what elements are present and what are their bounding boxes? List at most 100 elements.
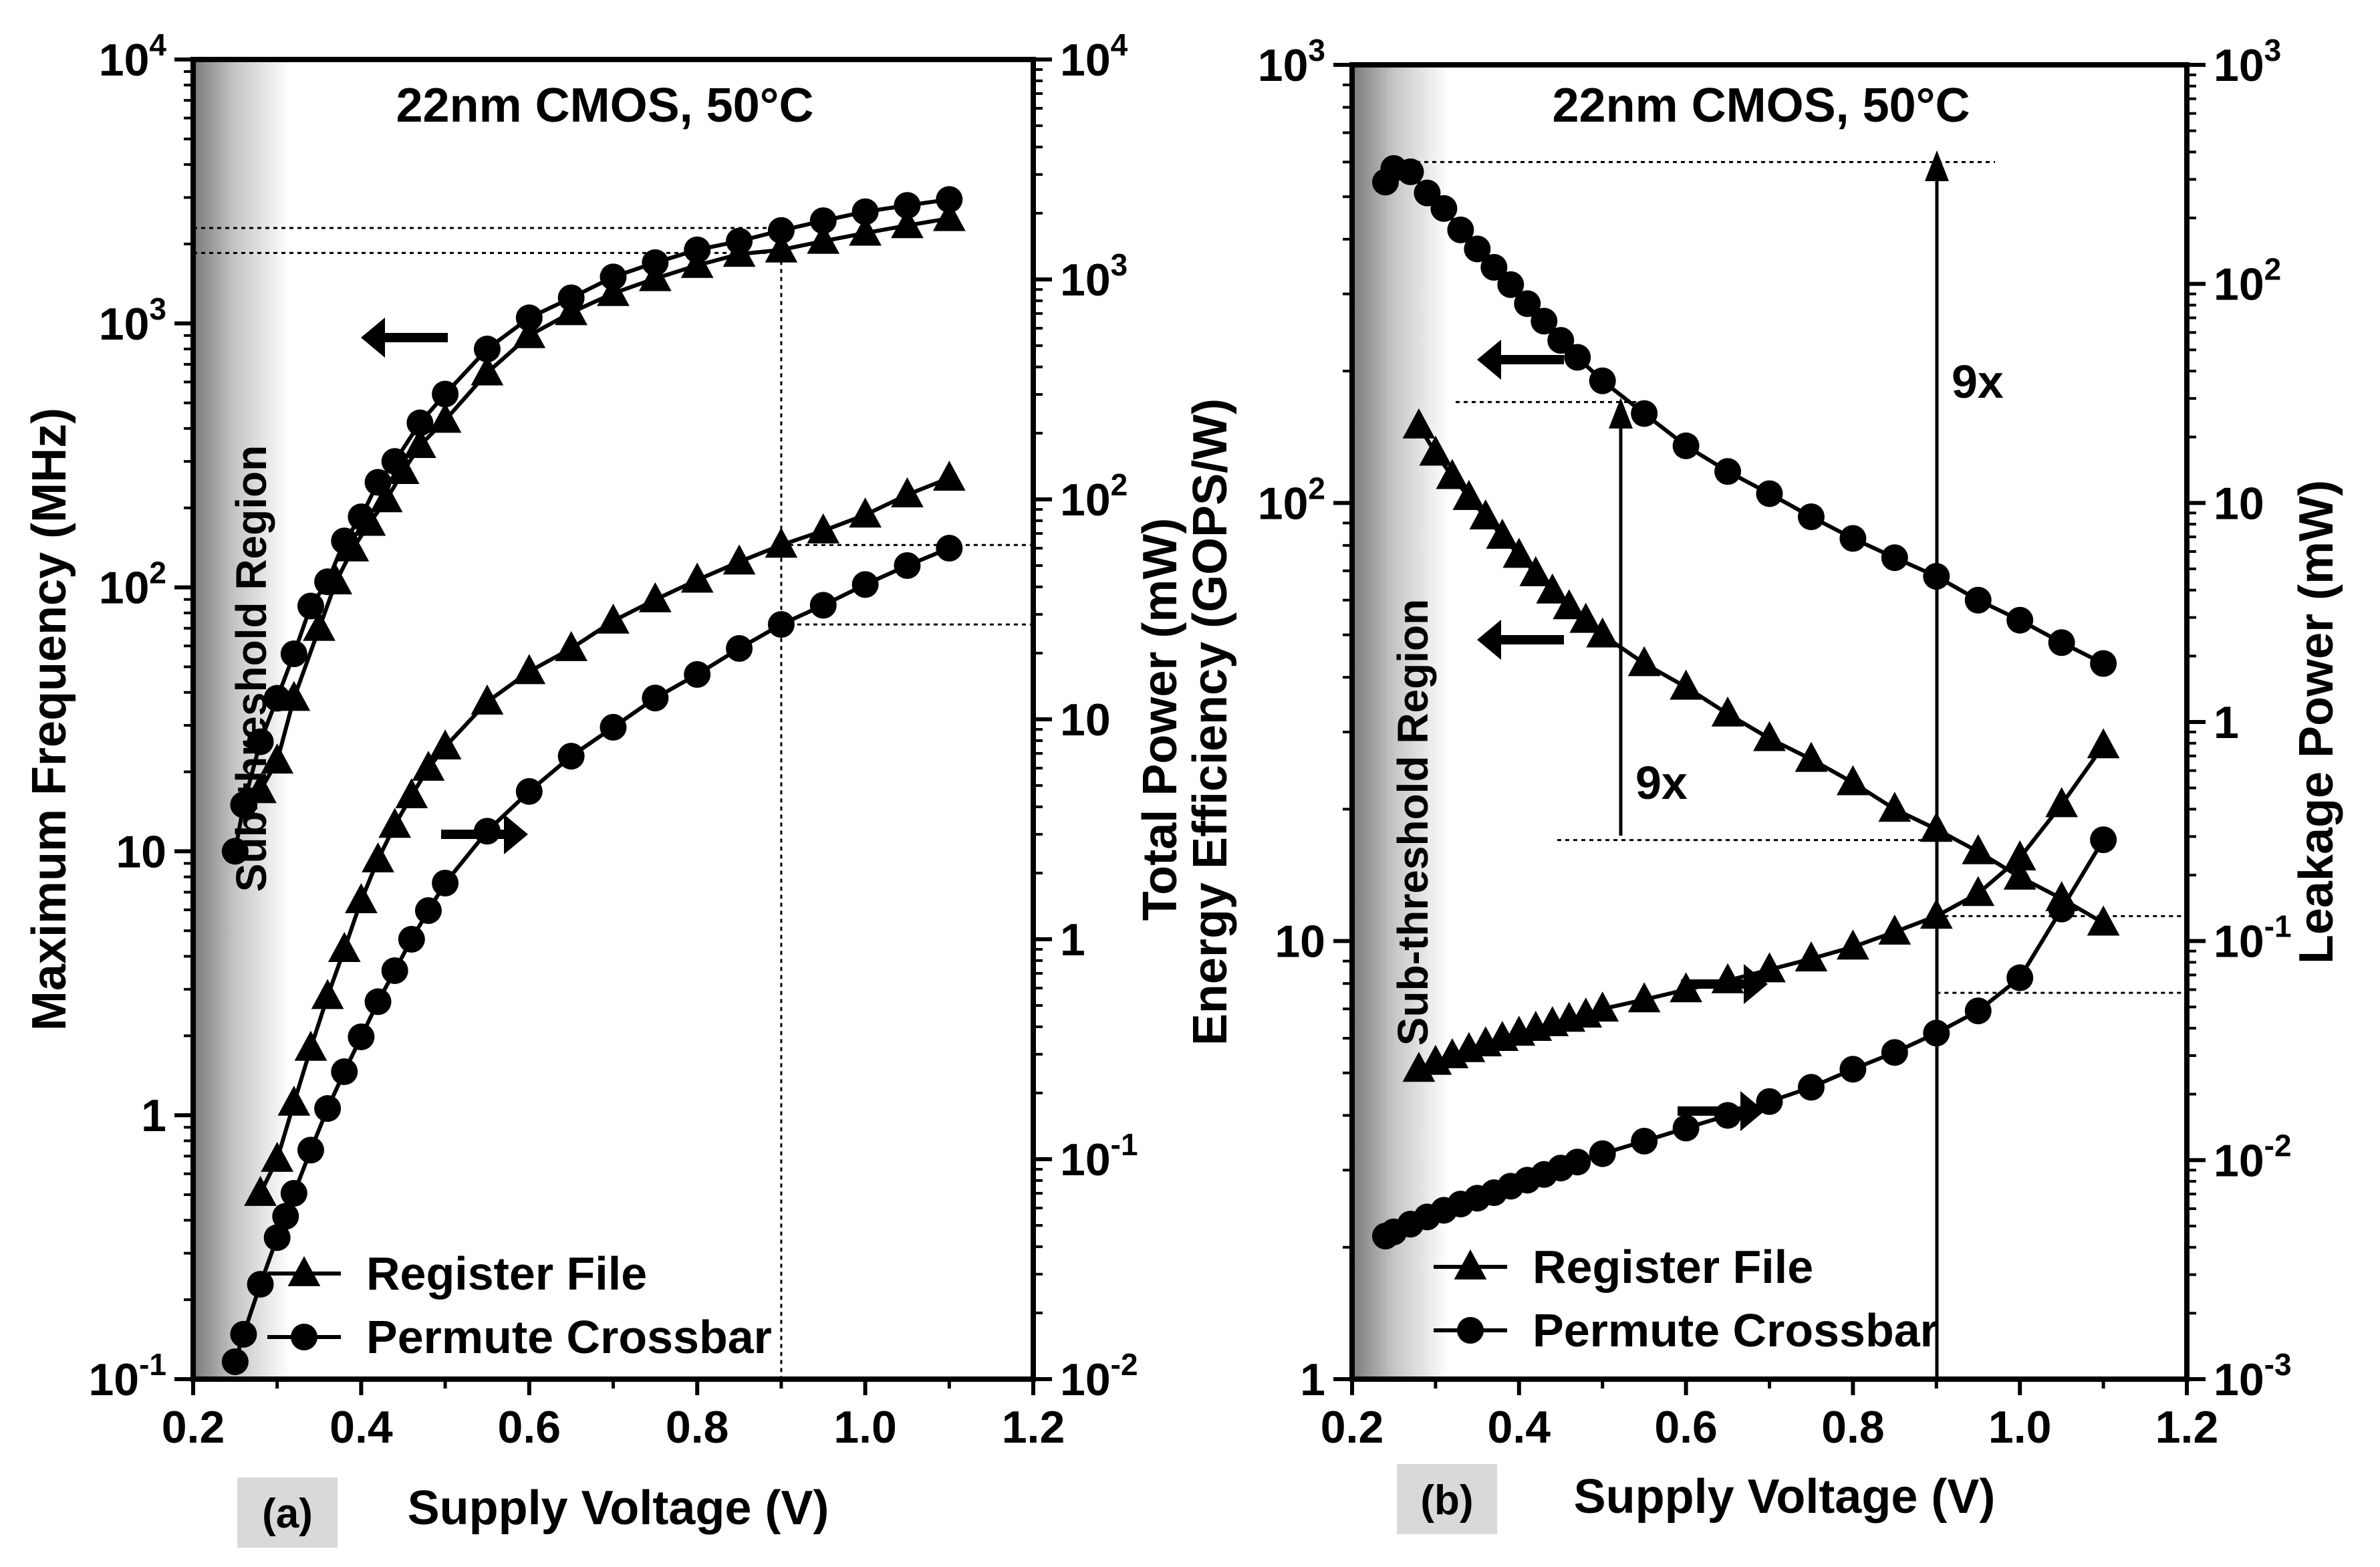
data-point-triangle bbox=[1486, 518, 1519, 549]
data-point-circle bbox=[381, 448, 408, 475]
data-point-triangle bbox=[1586, 617, 1619, 648]
data-point-circle bbox=[432, 380, 459, 408]
data-point-circle bbox=[230, 1320, 257, 1348]
data-point-circle bbox=[2006, 606, 2034, 634]
data-point-triangle bbox=[362, 842, 394, 872]
y-tick-label-right: 1 bbox=[1060, 915, 1085, 965]
tick-base: 10 bbox=[2214, 40, 2264, 91]
y-tick-label-left: 10 bbox=[1275, 917, 1325, 967]
tick-base: 10 bbox=[116, 826, 166, 877]
legend-label: Register File bbox=[1533, 1241, 1813, 1293]
tick-base: 10 bbox=[99, 299, 150, 350]
data-point-circle bbox=[894, 552, 921, 580]
data-point-triangle bbox=[1753, 721, 1786, 751]
x-tick-label: 0.2 bbox=[162, 1402, 225, 1453]
data-point-circle bbox=[263, 685, 291, 712]
data-point-triangle bbox=[277, 1085, 311, 1116]
data-point-triangle bbox=[765, 527, 798, 558]
legend-marker-triangle bbox=[1454, 1249, 1487, 1280]
data-point-triangle bbox=[471, 684, 504, 715]
data-point-circle bbox=[272, 1203, 299, 1230]
tick-base: 1 bbox=[2214, 697, 2239, 748]
data-point-circle bbox=[230, 791, 257, 818]
tick-base: 10 bbox=[1060, 35, 1111, 86]
y-tick-label-left: 1 bbox=[141, 1090, 166, 1141]
data-point-circle bbox=[1714, 458, 1742, 485]
data-point-triangle bbox=[2087, 728, 2120, 759]
subthreshold-region-label: Sub-threshold Region bbox=[1389, 599, 1437, 1046]
data-point-circle bbox=[1480, 253, 1508, 281]
data-point-triangle bbox=[722, 544, 756, 575]
axis-indicator-arrow-right-head bbox=[1744, 964, 1768, 1004]
data-point-circle bbox=[348, 503, 375, 531]
data-point-circle bbox=[1589, 367, 1616, 394]
data-point-triangle bbox=[1586, 991, 1619, 1022]
data-point-triangle bbox=[1569, 602, 1603, 633]
data-point-triangle bbox=[638, 582, 672, 612]
data-point-circle bbox=[1564, 1149, 1591, 1176]
tick-exponent: 2 bbox=[1308, 471, 1325, 505]
data-point-circle bbox=[280, 640, 307, 668]
panel-label-box bbox=[237, 1477, 338, 1548]
y-tick-label-right: 10 bbox=[2214, 478, 2264, 529]
data-point-circle bbox=[297, 1136, 324, 1164]
y-tick-label-right: 1 bbox=[2214, 697, 2239, 748]
ratio-arrow-head bbox=[1609, 398, 1633, 429]
data-point-triangle bbox=[891, 477, 924, 507]
data-point-circle bbox=[314, 1095, 342, 1122]
data-point-circle bbox=[684, 660, 711, 688]
data-point-circle bbox=[1547, 327, 1575, 354]
data-point-triangle bbox=[261, 743, 294, 774]
data-point-triangle bbox=[1402, 408, 1436, 439]
y-tick-label-right: 102 bbox=[2214, 252, 2281, 310]
tick-base: 1 bbox=[1300, 1354, 1325, 1405]
panel-a-chart: 0.2 0.4 0.6 0.8 1.0 1.210-111010210310410-210… bbox=[23, 27, 1187, 1548]
data-point-triangle bbox=[428, 402, 462, 433]
x-tick-label: 0.4 bbox=[329, 1402, 393, 1453]
data-point-triangle bbox=[311, 979, 344, 1009]
data-point-circle bbox=[1564, 344, 1591, 371]
y-tick-label-right: 10 bbox=[1060, 695, 1111, 745]
axis-indicator-arrow-left-head bbox=[361, 318, 385, 358]
data-point-triangle bbox=[244, 1175, 277, 1206]
data-point-triangle bbox=[1878, 915, 1911, 945]
tick-base: 10 bbox=[2214, 1354, 2264, 1405]
data-point-triangle bbox=[2087, 905, 2120, 936]
tick-base: 10 bbox=[1258, 478, 1309, 529]
data-point-triangle bbox=[2003, 859, 2036, 890]
tick-base: 10 bbox=[1060, 475, 1111, 525]
tick-base: 1 bbox=[1060, 915, 1085, 965]
data-point-circle bbox=[473, 336, 501, 363]
tick-base: 10 bbox=[99, 35, 150, 86]
x-tick-label: 0.6 bbox=[1654, 1402, 1718, 1453]
data-point-triangle bbox=[807, 513, 840, 544]
data-point-triangle bbox=[1436, 459, 1469, 489]
data-point-circle bbox=[809, 207, 837, 235]
y-tick-label-left: 104 bbox=[99, 27, 167, 86]
y-tick-label-right: 102 bbox=[1060, 467, 1128, 525]
y-tick-label-left: 1 bbox=[1300, 1354, 1325, 1405]
data-point-triangle bbox=[1711, 696, 1744, 727]
data-point-circle bbox=[767, 611, 795, 638]
data-point-triangle bbox=[849, 497, 882, 528]
data-point-triangle bbox=[680, 562, 714, 593]
data-point-triangle bbox=[345, 883, 378, 913]
tick-exponent: 2 bbox=[149, 556, 166, 590]
data-point-circle bbox=[364, 469, 392, 496]
data-point-triangle bbox=[370, 482, 403, 513]
data-point-triangle bbox=[1670, 669, 1702, 700]
data-point-triangle bbox=[932, 201, 966, 231]
data-point-triangle bbox=[303, 610, 336, 641]
data-point-circle bbox=[398, 926, 425, 953]
x-tick-label: 0.2 bbox=[1321, 1402, 1384, 1453]
data-point-triangle bbox=[2003, 840, 2036, 870]
data-point-triangle bbox=[513, 318, 546, 348]
data-point-circle bbox=[1881, 544, 1908, 572]
y-tick-label-left: 103 bbox=[99, 291, 166, 350]
data-point-triangle bbox=[891, 208, 924, 239]
data-point-circle bbox=[1447, 216, 1474, 243]
tick-base: 10 bbox=[2214, 259, 2264, 310]
data-point-triangle bbox=[597, 603, 630, 634]
data-point-circle bbox=[432, 870, 459, 897]
tick-base: 10 bbox=[1060, 1134, 1111, 1185]
